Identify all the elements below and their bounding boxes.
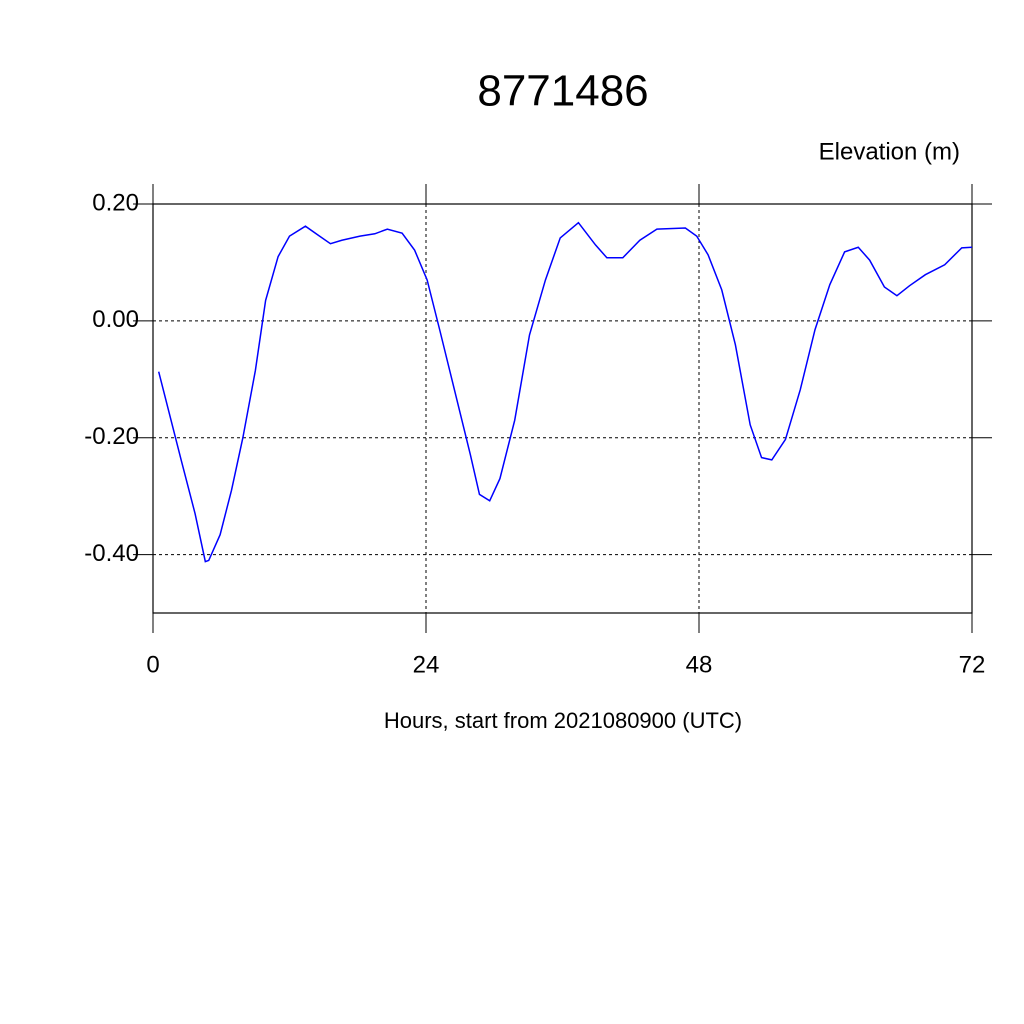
y-tick-label: -0.20 [84,423,139,450]
x-axis-label: Hours, start from 2021080900 (UTC) [384,708,742,733]
y-tick-label: 0.00 [92,306,139,333]
data-line [157,221,973,563]
x-tick-label: 24 [413,651,440,678]
x-tick-label: 48 [686,651,713,678]
y-tick-label: -0.40 [84,540,139,567]
x-tick-label: 0 [146,651,159,678]
x-tick-label: 72 [959,651,986,678]
chart-title: 8771486 [477,67,648,116]
y-tick-label: 0.20 [92,189,139,216]
y-axis-label: Elevation (m) [819,138,960,165]
